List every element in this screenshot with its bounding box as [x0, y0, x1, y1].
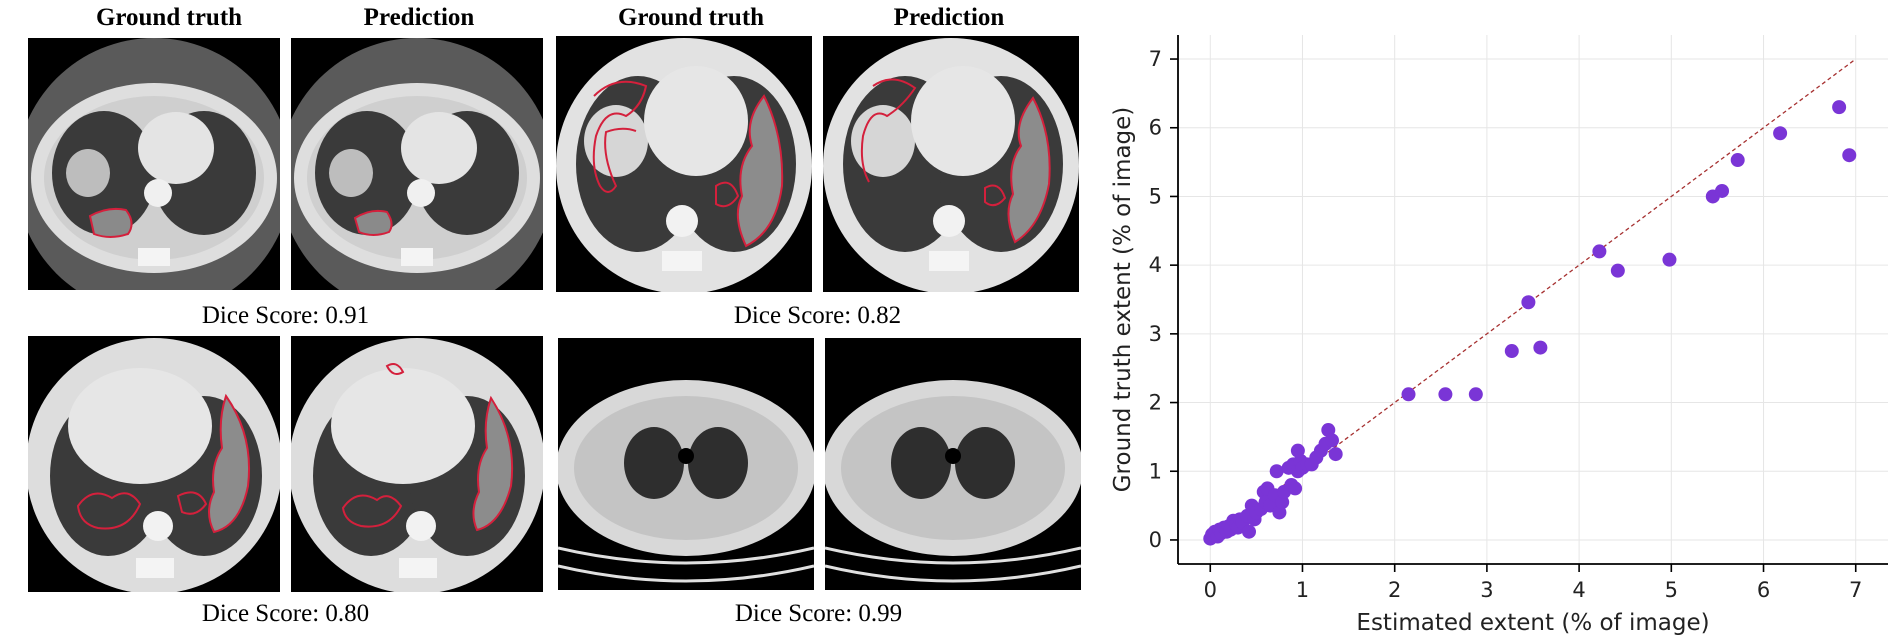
data-point-51 — [1533, 340, 1548, 355]
data-point-56 — [1715, 183, 1730, 198]
data-point-46 — [1401, 387, 1416, 402]
y-tick-label-2: 2 — [1149, 391, 1162, 415]
x-tick-label-4: 4 — [1572, 578, 1585, 602]
x-tick-label-7: 7 — [1849, 578, 1862, 602]
x-axis-label: Estimated extent (% of image) — [1356, 610, 1709, 636]
data-point-48 — [1468, 387, 1483, 402]
chart-axes — [1170, 35, 1888, 572]
dice-score-label-c: Dice Score: 0.80 — [201, 600, 370, 627]
data-point-43 — [1324, 433, 1339, 448]
x-tick-label-2: 2 — [1388, 578, 1401, 602]
data-point-54 — [1662, 252, 1677, 267]
column-header-ground-truth-2: Ground truth — [617, 4, 765, 31]
column-header-ground-truth-1: Ground truth — [95, 4, 243, 31]
data-point-50 — [1521, 295, 1536, 310]
data-point-33 — [1288, 481, 1303, 496]
ct-scan-ground-truth-d — [558, 338, 814, 590]
data-point-57 — [1730, 153, 1745, 168]
y-tick-label-6: 6 — [1149, 116, 1162, 140]
data-point-47 — [1438, 387, 1453, 402]
data-point-44 — [1328, 447, 1343, 462]
x-tick-label-1: 1 — [1296, 578, 1309, 602]
ct-scan-prediction-d — [825, 338, 1081, 590]
data-point-26 — [1269, 464, 1284, 479]
ct-scan-ground-truth-c — [28, 336, 280, 592]
ct-scan-prediction-b — [823, 36, 1079, 292]
data-point-45 — [1290, 443, 1305, 458]
y-tick-label-3: 3 — [1149, 322, 1162, 346]
data-point-53 — [1610, 263, 1625, 278]
x-tick-label-6: 6 — [1757, 578, 1770, 602]
tick-labels: 0 1 2 3 4 5 6 7 0 1 2 3 4 5 6 7 — [1149, 47, 1863, 602]
column-header-prediction-2: Prediction — [893, 4, 1005, 31]
dice-score-label-d: Dice Score: 0.99 — [734, 600, 903, 627]
y-tick-label-0: 0 — [1149, 528, 1162, 552]
y-axis-label: Ground truth extent (% of image) — [1110, 107, 1136, 493]
y-tick-label-4: 4 — [1149, 253, 1162, 277]
ct-scan-prediction-c — [291, 336, 543, 592]
data-point-49 — [1504, 344, 1519, 359]
y-tick-label-5: 5 — [1149, 184, 1162, 208]
data-point-58 — [1773, 126, 1788, 141]
x-tick-label-3: 3 — [1480, 578, 1493, 602]
data-point-16 — [1242, 524, 1256, 539]
ct-scan-prediction-a — [291, 38, 543, 290]
ct-scan-ground-truth-b — [556, 36, 812, 292]
y-tick-label-1: 1 — [1149, 459, 1162, 483]
x-tick-label-0: 0 — [1204, 578, 1217, 602]
data-point-59 — [1832, 100, 1847, 115]
ct-scan-ground-truth-a — [28, 38, 280, 290]
data-point-60 — [1842, 148, 1857, 163]
scatter-points — [1203, 100, 1857, 546]
dice-score-label-a: Dice Score: 0.91 — [201, 302, 370, 329]
data-point-28 — [1275, 495, 1290, 510]
scatter-chart: 0 1 2 3 4 5 6 7 0 1 2 3 4 5 6 7 Estimated extent (% of … — [1110, 35, 1888, 636]
y-tick-label-7: 7 — [1149, 47, 1162, 71]
column-header-prediction-1: Prediction — [363, 4, 475, 31]
data-point-52 — [1592, 244, 1607, 259]
dice-score-label-b: Dice Score: 0.82 — [733, 302, 902, 329]
x-tick-label-5: 5 — [1665, 578, 1678, 602]
